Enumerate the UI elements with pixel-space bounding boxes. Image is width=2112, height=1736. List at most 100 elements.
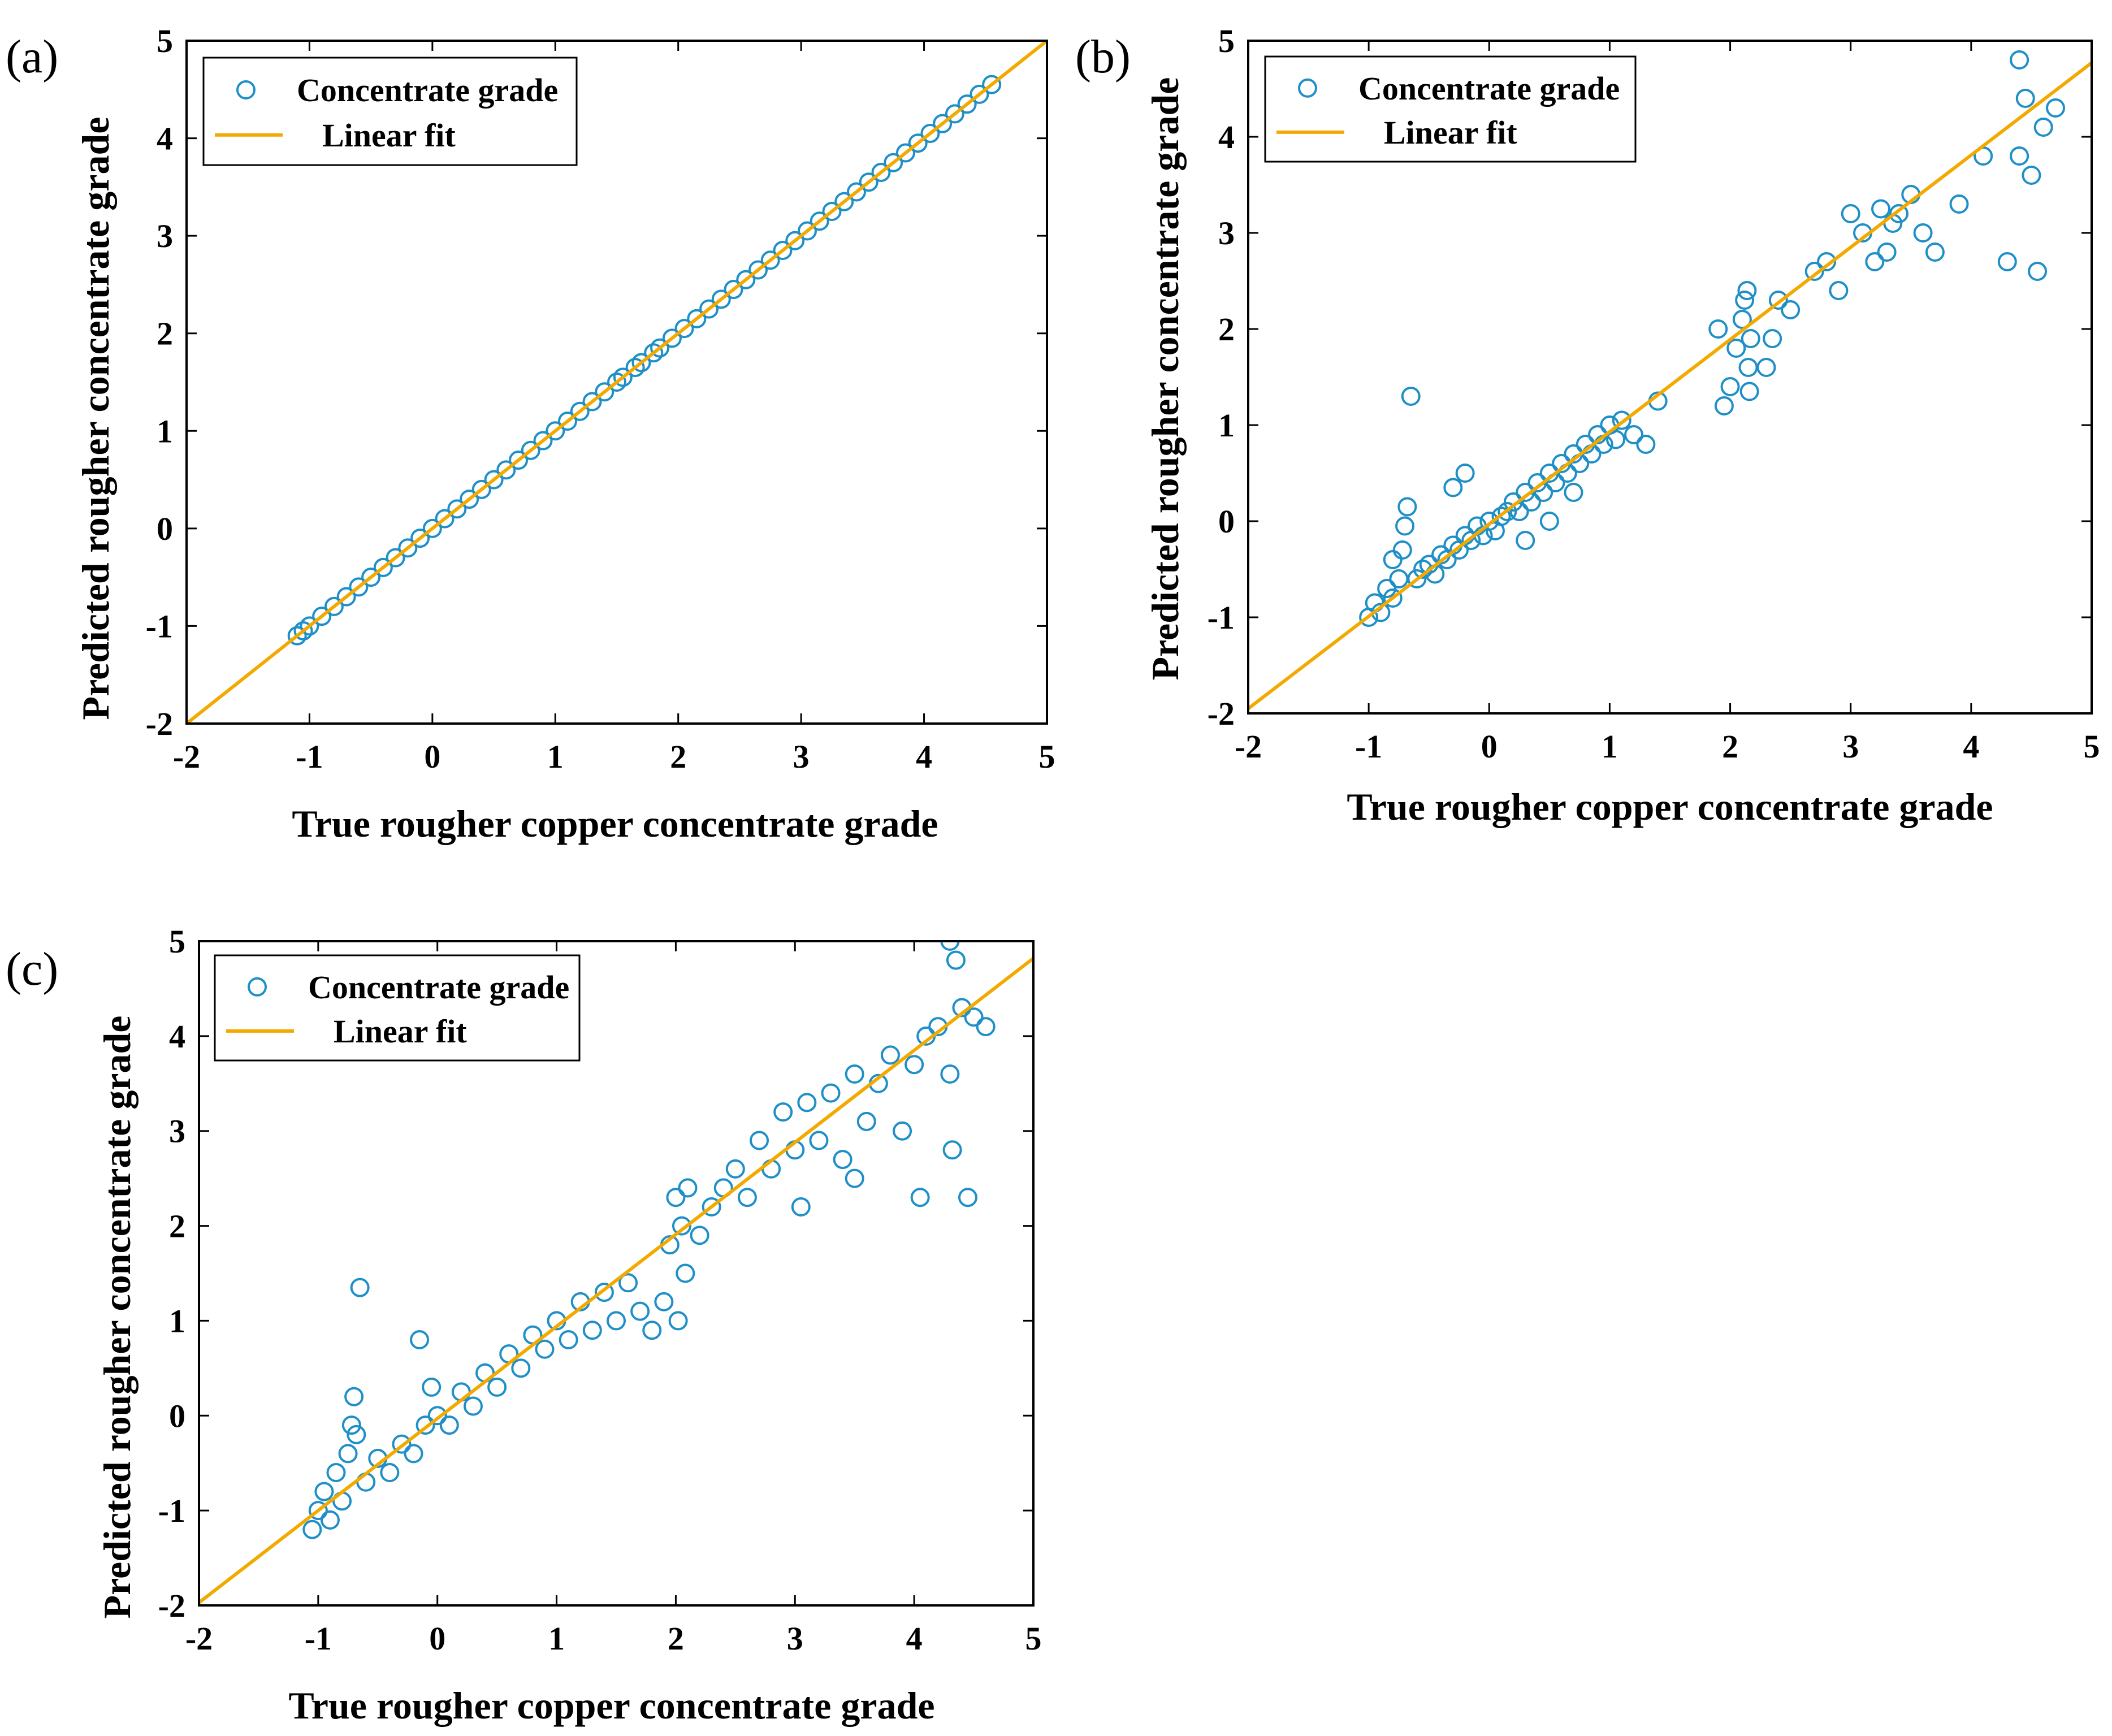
data-point <box>970 84 989 104</box>
data-point <box>1829 281 1849 300</box>
data-point <box>416 1415 435 1435</box>
y-tick-label: -2 <box>146 705 173 742</box>
legend-label: Concentrate grade <box>1358 70 1620 107</box>
data-point <box>338 1444 358 1464</box>
data-point <box>380 1463 400 1482</box>
data-point <box>312 607 332 626</box>
data-point <box>1392 540 1412 560</box>
x-tick-label: 3 <box>1842 728 1859 765</box>
legend-box <box>1264 55 1637 163</box>
data-point <box>1781 300 1801 319</box>
y-tick-label: 2 <box>157 315 173 352</box>
y-tick-label: 4 <box>1218 119 1235 155</box>
data-point <box>940 1064 960 1084</box>
data-point <box>361 568 381 587</box>
data-point <box>1865 252 1885 271</box>
data-point <box>1397 497 1417 517</box>
data-point <box>2010 146 2029 166</box>
data-point <box>546 421 565 441</box>
plot-area: -2 -1 0 1 2 3 4 5 -2 -1 0 1 2 3 4 5 <box>1208 23 2100 765</box>
data-point <box>618 1273 638 1293</box>
data-point <box>785 231 805 250</box>
data-point <box>1395 516 1415 536</box>
y-tick-label: 5 <box>169 923 185 960</box>
data-point <box>1539 512 1559 531</box>
data-point <box>958 1188 978 1207</box>
data-point <box>668 1311 688 1331</box>
data-point <box>439 1415 459 1435</box>
data-point <box>1479 512 1499 531</box>
data-point <box>1871 199 1890 219</box>
data-point <box>1582 444 1602 464</box>
data-point <box>427 1406 447 1426</box>
data-point <box>856 1111 876 1131</box>
data-point <box>410 529 430 548</box>
x-tick-label: -1 <box>305 1620 332 1657</box>
legend-label: Concentrate grade <box>297 72 558 109</box>
y-axis-label: Predicted rougher concentrate grade <box>74 117 117 720</box>
linear-fit-line <box>187 41 1047 724</box>
x-tick-label: 3 <box>787 1620 803 1657</box>
data-point <box>293 621 313 641</box>
data-point <box>570 401 590 421</box>
data-point <box>326 1463 346 1482</box>
data-point <box>535 1339 555 1359</box>
legend-box <box>214 954 581 1062</box>
data-point <box>750 1131 769 1150</box>
data-point <box>349 577 369 597</box>
data-point <box>607 1311 626 1331</box>
x-tick-label: 2 <box>668 1620 684 1657</box>
legend-label: Linear fit <box>334 1013 467 1050</box>
data-point <box>904 1055 924 1075</box>
data-point <box>1714 396 1734 415</box>
data-point <box>1738 358 1758 377</box>
data-point <box>1491 506 1511 526</box>
x-tick-label: 1 <box>548 1620 565 1657</box>
legend-box <box>202 57 578 166</box>
data-point <box>676 1263 695 1283</box>
data-point <box>957 94 977 114</box>
y-axis-label: Predicted rougher concentrate grade <box>1144 77 1187 681</box>
data-point <box>674 319 694 339</box>
data-point <box>845 1064 864 1084</box>
data-point <box>484 470 504 490</box>
y-tick-label: 3 <box>157 218 173 254</box>
x-tick-label: 4 <box>906 1620 923 1657</box>
data-point <box>642 1321 662 1340</box>
data-point <box>287 626 307 646</box>
x-axis-label: True rougher copper concentrate grade <box>288 1684 934 1727</box>
data-point <box>791 1197 811 1217</box>
data-point <box>773 1102 793 1122</box>
data-point <box>300 616 319 636</box>
data-point <box>1768 291 1788 310</box>
data-point <box>1564 483 1583 502</box>
data-point <box>533 431 553 451</box>
data-point <box>625 358 645 378</box>
y-tick-label: 0 <box>157 510 173 547</box>
data-point <box>1877 243 1897 262</box>
data-point <box>1741 329 1760 348</box>
x-tick-label: 4 <box>1963 728 1979 765</box>
data-point <box>320 1510 340 1530</box>
data-point <box>613 367 633 387</box>
data-point <box>773 241 793 261</box>
y-axis-label: Predicted rougher concentrate grade <box>96 1016 139 1619</box>
data-point <box>324 596 344 616</box>
x-tick-label: 0 <box>1481 728 1498 765</box>
data-point <box>1739 382 1759 401</box>
legend: Concentrate grade Linear fit <box>202 57 578 166</box>
data-point <box>1516 531 1535 550</box>
data-point <box>2015 89 2035 108</box>
data-point <box>1756 358 1776 377</box>
x-tick-label: -1 <box>296 738 323 775</box>
data-point <box>582 392 602 412</box>
data-point <box>725 1159 745 1179</box>
data-point <box>690 1226 709 1245</box>
data-point <box>356 1472 376 1492</box>
data-point <box>341 1415 361 1435</box>
data-point <box>644 343 664 363</box>
data-point <box>654 1292 674 1311</box>
x-tick-label: 5 <box>1039 738 1055 775</box>
data-point <box>976 1017 996 1037</box>
